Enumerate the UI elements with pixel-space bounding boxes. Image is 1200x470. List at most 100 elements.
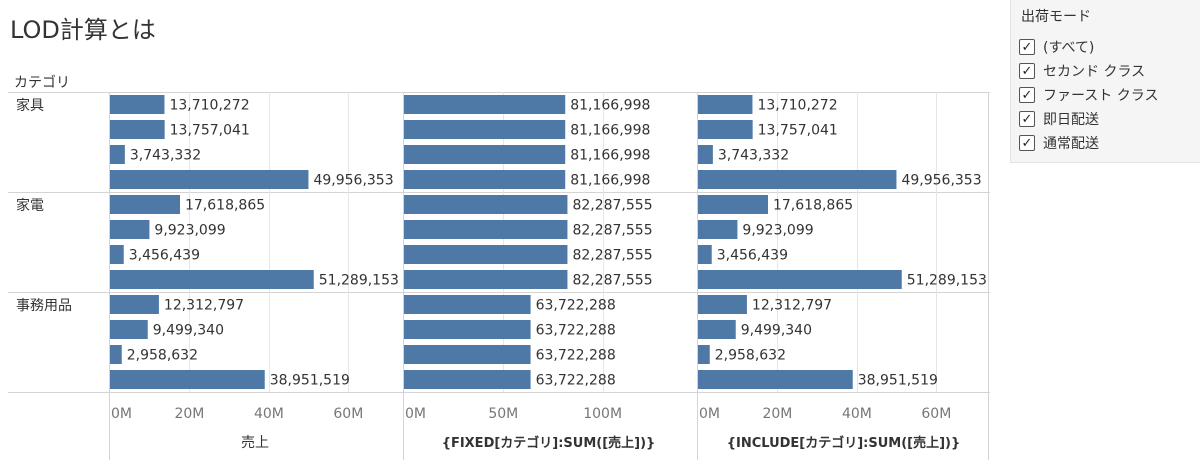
category-label-furniture: 家具 bbox=[16, 98, 44, 114]
category-label-office-supplies: 事務用品 bbox=[16, 298, 72, 314]
checkbox-checked-icon[interactable]: ✓ bbox=[1019, 87, 1035, 103]
bar-value-label: 13,710,272 bbox=[169, 98, 249, 114]
bar bbox=[404, 145, 566, 164]
bar bbox=[110, 95, 165, 114]
filter-item-label: (すべて) bbox=[1043, 40, 1095, 56]
measure-label-fixed: {FIXED[カテゴリ]:SUM([売上])} bbox=[441, 436, 656, 451]
bar bbox=[404, 120, 566, 139]
row-header-title: カテゴリ bbox=[14, 75, 70, 91]
bar-value-label: 38,951,519 bbox=[858, 373, 938, 389]
bar-value-label: 81,166,998 bbox=[570, 98, 650, 114]
checkbox-checked-icon[interactable]: ✓ bbox=[1019, 63, 1035, 79]
bar bbox=[404, 195, 568, 214]
axis-tick-label: 0M bbox=[405, 406, 426, 422]
bar bbox=[110, 220, 150, 239]
filter-item-same-day[interactable]: ✓ 即日配送 bbox=[1019, 109, 1099, 129]
bar-value-label: 12,312,797 bbox=[164, 298, 244, 314]
filter-item-all[interactable]: ✓ (すべて) bbox=[1019, 37, 1094, 57]
bar-value-label: 3,456,439 bbox=[717, 248, 788, 264]
bar-value-label: 9,499,340 bbox=[741, 323, 812, 339]
bar bbox=[110, 120, 165, 139]
bar-value-label: 3,743,332 bbox=[718, 148, 789, 164]
bar-value-label: 3,743,332 bbox=[130, 148, 201, 164]
bar bbox=[698, 195, 768, 214]
bar-value-label: 63,722,288 bbox=[536, 323, 616, 339]
bar-value-label: 17,618,865 bbox=[185, 198, 265, 214]
bar-value-label: 49,956,353 bbox=[901, 173, 981, 189]
bar bbox=[110, 195, 180, 214]
bar-value-label: 9,499,340 bbox=[153, 323, 224, 339]
bar-value-label: 2,958,632 bbox=[127, 348, 198, 364]
bar bbox=[404, 320, 531, 339]
axis-tick-label: 60M bbox=[333, 406, 363, 422]
measure-label-include: {INCLUDE[カテゴリ]:SUM([売上])} bbox=[726, 436, 961, 451]
axis-tick-label: 20M bbox=[174, 406, 204, 422]
bar bbox=[404, 170, 566, 189]
bar bbox=[404, 370, 531, 389]
checkbox-checked-icon[interactable]: ✓ bbox=[1019, 135, 1035, 151]
bar-value-label: 63,722,288 bbox=[536, 373, 616, 389]
bar-value-label: 38,951,519 bbox=[270, 373, 350, 389]
bar-value-label: 2,958,632 bbox=[715, 348, 786, 364]
axis-tick-label: 20M bbox=[762, 406, 792, 422]
filter-item-second-class[interactable]: ✓ セカンド クラス bbox=[1019, 61, 1145, 81]
filter-title: 出荷モード bbox=[1021, 9, 1091, 25]
bar-value-label: 63,722,288 bbox=[536, 348, 616, 364]
bar bbox=[698, 95, 753, 114]
bar-value-label: 82,287,555 bbox=[572, 198, 652, 214]
bar bbox=[110, 145, 125, 164]
bar bbox=[698, 120, 753, 139]
bar-value-label: 81,166,998 bbox=[570, 173, 650, 189]
bar bbox=[698, 295, 747, 314]
bar-value-label: 49,956,353 bbox=[313, 173, 393, 189]
bar-value-label: 51,289,153 bbox=[907, 273, 987, 289]
filter-item-standard[interactable]: ✓ 通常配送 bbox=[1019, 133, 1099, 153]
bar bbox=[110, 320, 148, 339]
bar-value-label: 82,287,555 bbox=[572, 273, 652, 289]
bar-value-label: 12,312,797 bbox=[752, 298, 832, 314]
bar bbox=[698, 220, 738, 239]
axis-tick-label: 60M bbox=[921, 406, 951, 422]
bar-value-label: 9,923,099 bbox=[742, 223, 813, 239]
bar bbox=[698, 370, 853, 389]
bar-value-label: 13,757,041 bbox=[758, 123, 838, 139]
bar bbox=[110, 370, 265, 389]
bar bbox=[698, 170, 897, 189]
axis-tick-label: 0M bbox=[111, 406, 132, 422]
bar bbox=[110, 295, 159, 314]
measure-label-sales: 売上 bbox=[241, 435, 269, 451]
filter-item-label: 即日配送 bbox=[1043, 112, 1099, 128]
axis-tick-label: 40M bbox=[254, 406, 284, 422]
checkbox-checked-icon[interactable]: ✓ bbox=[1019, 111, 1035, 127]
bar-value-label: 82,287,555 bbox=[572, 223, 652, 239]
bar-value-label: 9,923,099 bbox=[154, 223, 225, 239]
bar-value-label: 63,722,288 bbox=[536, 298, 616, 314]
category-label-appliances: 家電 bbox=[16, 198, 44, 214]
bar-value-label: 51,289,153 bbox=[319, 273, 399, 289]
bar bbox=[404, 95, 566, 114]
bar-value-label: 17,618,865 bbox=[773, 198, 853, 214]
bar-value-label: 13,757,041 bbox=[170, 123, 250, 139]
bar bbox=[404, 295, 531, 314]
axis-tick-label: 40M bbox=[842, 406, 872, 422]
filter-item-label: 通常配送 bbox=[1043, 136, 1099, 152]
bar-value-label: 81,166,998 bbox=[570, 148, 650, 164]
checkbox-checked-icon[interactable]: ✓ bbox=[1019, 39, 1035, 55]
bar-value-label: 81,166,998 bbox=[570, 123, 650, 139]
bar-chart: 0M 20M 40M 60M 13,710,272 13,757,041 3,743,332… bbox=[8, 92, 990, 460]
filter-item-first-class[interactable]: ✓ ファースト クラス bbox=[1019, 85, 1158, 105]
bar bbox=[698, 245, 712, 264]
bar bbox=[404, 270, 568, 289]
bar bbox=[698, 320, 736, 339]
bar-value-label: 13,710,272 bbox=[757, 98, 837, 114]
axis-tick-label: 100M bbox=[583, 406, 622, 422]
bar bbox=[698, 270, 902, 289]
bar bbox=[110, 345, 122, 364]
filter-item-label: セカンド クラス bbox=[1043, 64, 1146, 80]
page-title: LOD計算とは bbox=[10, 16, 156, 44]
bar bbox=[110, 170, 309, 189]
bar bbox=[698, 145, 713, 164]
bar bbox=[698, 345, 710, 364]
bar bbox=[404, 220, 568, 239]
bar bbox=[404, 245, 568, 264]
